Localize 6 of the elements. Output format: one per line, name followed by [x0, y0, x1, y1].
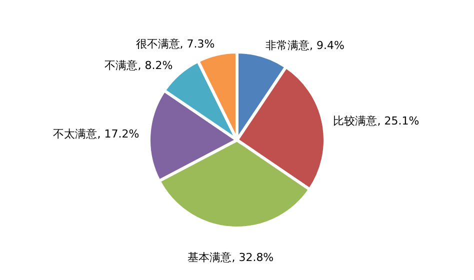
- slice-label: 不满意, 8.2%: [104, 59, 173, 72]
- slice-label: 基本满意, 32.8%: [188, 250, 274, 264]
- slice-label: 不太满意, 17.2%: [53, 127, 140, 140]
- slice-label: 很不满意, 7.3%: [136, 38, 215, 51]
- slice-label: 非常满意, 9.4%: [266, 39, 344, 52]
- slice-label: 比较满意, 25.1%: [333, 114, 420, 128]
